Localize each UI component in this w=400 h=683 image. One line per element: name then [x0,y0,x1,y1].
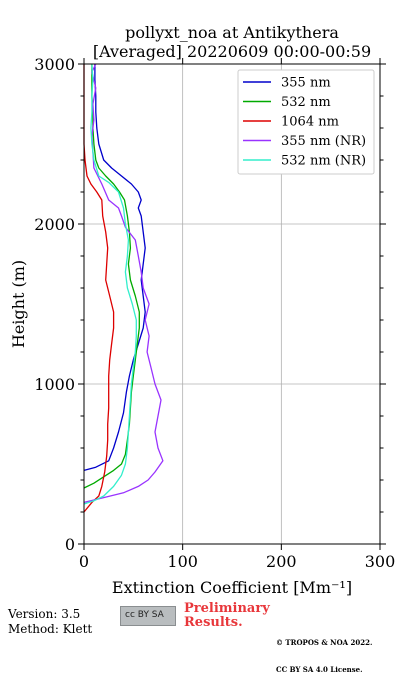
x-axis-label: Extinction Coefficient [Mm⁻¹] [112,578,352,597]
cc-badge-label: cc BY SA [125,610,164,620]
legend-label-1: 532 nm [281,95,331,110]
axis-ticks: 0 1000 2000 3000 0 100 200 300 [34,55,395,571]
footer-method: Method: Klett [8,622,93,636]
copyright-line-1: © TROPOS & NOA 2022. [276,638,373,647]
chart-subtitle: [Averaged] 20220609 00:00-00:59 [93,42,371,61]
series-lines [83,63,164,513]
legend-label-0: 355 nm [281,76,331,91]
y-tick-label-3: 3000 [34,55,75,74]
y-axis-label: Height (m) [9,260,28,348]
series-line-4 [83,63,137,505]
y-tick-label-0: 0 [65,535,75,554]
x-tick-label-2: 200 [266,552,297,571]
chart-title: pollyxt_noa at Antikythera [125,23,339,42]
copyright-note: © TROPOS & NOA 2022. CC BY SA 4.0 Licens… [276,620,372,683]
footer-version: Version: 3.5 [8,607,81,621]
plot-frame [83,63,381,545]
preliminary-text: Preliminary [184,601,270,616]
preliminary-results-note: Preliminary Results. [184,602,270,630]
series-line-2 [83,64,115,513]
legend: 355 nm 532 nm 1064 nm 355 nm (NR) 532 nm (NR… [237,69,375,175]
y-tick-label-1: 1000 [34,375,75,394]
series-line-3 [83,63,164,504]
extinction-profile-chart: pollyxt_noa at Antikythera [Averaged] 20… [9,23,395,597]
legend-label-3: 355 nm (NR) [281,134,366,149]
series-line-1 [83,64,140,489]
x-tick-label-1: 100 [167,552,198,571]
series-line-0 [83,64,146,472]
x-tick-label-3: 300 [365,552,396,571]
legend-box [237,69,375,175]
legend-label-2: 1064 nm [281,115,339,130]
legend-label-4: 532 nm (NR) [281,154,366,169]
copyright-line-2: CC BY SA 4.0 License. [276,665,363,674]
x-tick-label-0: 0 [79,552,89,571]
cc-license-badge: cc BY SA [120,606,176,626]
y-tick-label-2: 2000 [34,215,75,234]
results-text: Results. [184,615,243,630]
